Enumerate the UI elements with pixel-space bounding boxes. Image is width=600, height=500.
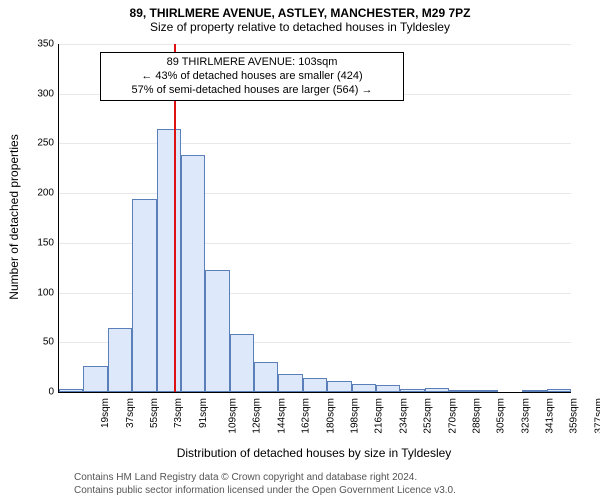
xtick-label: 305sqm bbox=[496, 398, 507, 434]
histogram-bar bbox=[425, 388, 449, 392]
xtick-label: 73sqm bbox=[173, 398, 184, 428]
histogram-bar bbox=[547, 389, 571, 392]
histogram-bar bbox=[254, 362, 278, 392]
ytick-label: 150 bbox=[28, 237, 54, 248]
annotation-line: ← 43% of detached houses are smaller (42… bbox=[107, 70, 397, 84]
histogram-bar bbox=[181, 155, 205, 392]
histogram-bar bbox=[449, 390, 473, 392]
ytick-label: 50 bbox=[28, 337, 54, 348]
histogram-bar bbox=[522, 390, 546, 392]
xtick-label: 37sqm bbox=[125, 398, 136, 428]
xtick-label: 91sqm bbox=[198, 398, 209, 428]
xtick-label: 144sqm bbox=[276, 398, 287, 434]
xtick-label: 162sqm bbox=[301, 398, 312, 434]
histogram-bar bbox=[400, 389, 424, 392]
ytick-label: 300 bbox=[28, 88, 54, 99]
histogram-bar bbox=[278, 374, 302, 392]
footer: Contains HM Land Registry data © Crown c… bbox=[74, 472, 456, 497]
xtick-label: 55sqm bbox=[149, 398, 160, 428]
gridline bbox=[59, 143, 571, 144]
xtick-label: 377sqm bbox=[593, 398, 600, 434]
histogram-bar bbox=[157, 129, 181, 392]
ytick-label: 100 bbox=[28, 287, 54, 298]
histogram-bar bbox=[376, 385, 400, 392]
footer-line-2: Contains public sector information licen… bbox=[74, 485, 456, 498]
xtick-label: 126sqm bbox=[252, 398, 263, 434]
histogram-bar bbox=[473, 390, 497, 392]
histogram-bar bbox=[83, 366, 107, 392]
histogram-bar bbox=[205, 270, 229, 392]
histogram-bar bbox=[303, 378, 327, 392]
xtick-label: 19sqm bbox=[100, 398, 111, 428]
xtick-label: 109sqm bbox=[228, 398, 239, 434]
ytick-label: 0 bbox=[28, 387, 54, 398]
xtick-label: 270sqm bbox=[447, 398, 458, 434]
xtick-label: 341sqm bbox=[545, 398, 556, 434]
annotation-box: 89 THIRLMERE AVENUE: 103sqm← 43% of deta… bbox=[100, 52, 404, 101]
histogram-bar bbox=[327, 381, 351, 392]
annotation-line: 57% of semi-detached houses are larger (… bbox=[107, 84, 397, 98]
histogram-bar bbox=[230, 334, 254, 392]
histogram-bar bbox=[59, 389, 83, 392]
ytick-label: 200 bbox=[28, 188, 54, 199]
gridline bbox=[59, 44, 571, 45]
chart: 0 50 100 150 200 250 300 350 19sqm 37sqm 55sqm 73sq… bbox=[0, 0, 600, 500]
histogram-bar bbox=[132, 199, 156, 392]
annotation-line: 89 THIRLMERE AVENUE: 103sqm bbox=[107, 56, 397, 70]
xtick-label: 323sqm bbox=[520, 398, 531, 434]
xtick-label: 216sqm bbox=[374, 398, 385, 434]
xtick-label: 180sqm bbox=[325, 398, 336, 434]
y-axis-label: Number of detached properties bbox=[7, 117, 21, 317]
histogram-bar bbox=[352, 384, 376, 392]
xtick-label: 234sqm bbox=[398, 398, 409, 434]
histogram-bar bbox=[108, 328, 132, 392]
xtick-label: 198sqm bbox=[350, 398, 361, 434]
ytick-label: 250 bbox=[28, 138, 54, 149]
xtick-label: 288sqm bbox=[471, 398, 482, 434]
xtick-label: 252sqm bbox=[423, 398, 434, 434]
gridline bbox=[59, 193, 571, 194]
ytick-label: 350 bbox=[28, 39, 54, 50]
x-axis-label: Distribution of detached houses by size … bbox=[58, 446, 570, 460]
footer-line-1: Contains HM Land Registry data © Crown c… bbox=[74, 472, 456, 485]
xtick-label: 359sqm bbox=[569, 398, 580, 434]
